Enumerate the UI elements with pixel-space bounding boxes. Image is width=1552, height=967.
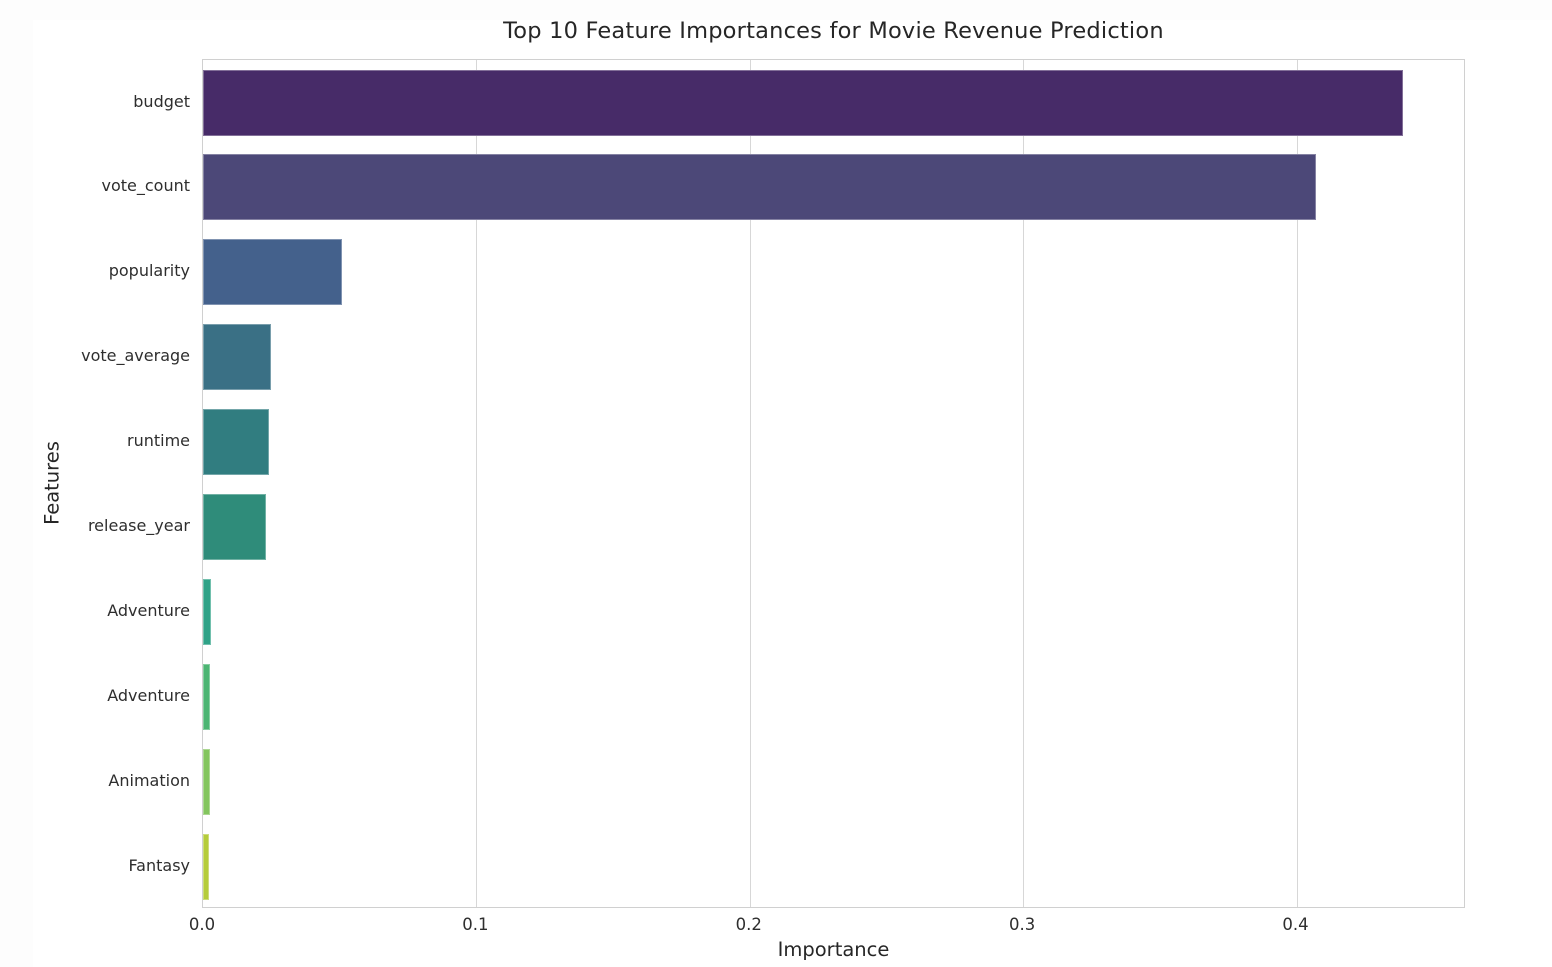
plot-area: [202, 59, 1465, 908]
x-tick-label: 0.3: [1008, 915, 1036, 934]
gridline-x-0.3: [1023, 60, 1025, 907]
bar-adventure: [203, 663, 211, 730]
y-tick-label: budget: [133, 91, 190, 111]
bar-runtime: [203, 409, 269, 476]
x-tick-label: 0.0: [188, 915, 216, 934]
bar-fantasy: [203, 833, 209, 900]
bar-adventure: [203, 578, 212, 645]
chart-title: Top 10 Feature Importances for Movie Rev…: [503, 18, 1164, 44]
x-axis-title: Importance: [777, 938, 890, 961]
y-tick-label: Animation: [108, 770, 190, 790]
bar-release-year: [203, 493, 266, 560]
bar-popularity: [203, 239, 343, 306]
x-tick-label: 0.4: [1282, 915, 1309, 934]
y-tick-label: vote_count: [101, 176, 190, 196]
gridline-x-0.4: [1296, 60, 1298, 907]
gridline-x-0.1: [476, 60, 478, 907]
bar-vote-average: [203, 324, 272, 391]
y-tick-label: release_year: [87, 516, 190, 535]
bar-budget: [203, 69, 1404, 136]
x-tick-label: 0.1: [462, 915, 489, 934]
y-tick-label: popularity: [108, 261, 190, 281]
y-tick-label: Adventure: [107, 685, 190, 705]
x-tick-label: 0.2: [735, 915, 762, 934]
gridline-x-0.2: [749, 60, 751, 907]
y-tick-label: vote_average: [81, 346, 190, 366]
y-tick-label: Adventure: [107, 600, 190, 620]
y-tick-label: Fantasy: [128, 855, 190, 875]
y-axis-title: Features: [40, 441, 64, 525]
y-tick-label: runtime: [126, 431, 190, 451]
bar-animation: [203, 748, 211, 815]
bar-vote-count: [203, 154, 1316, 221]
